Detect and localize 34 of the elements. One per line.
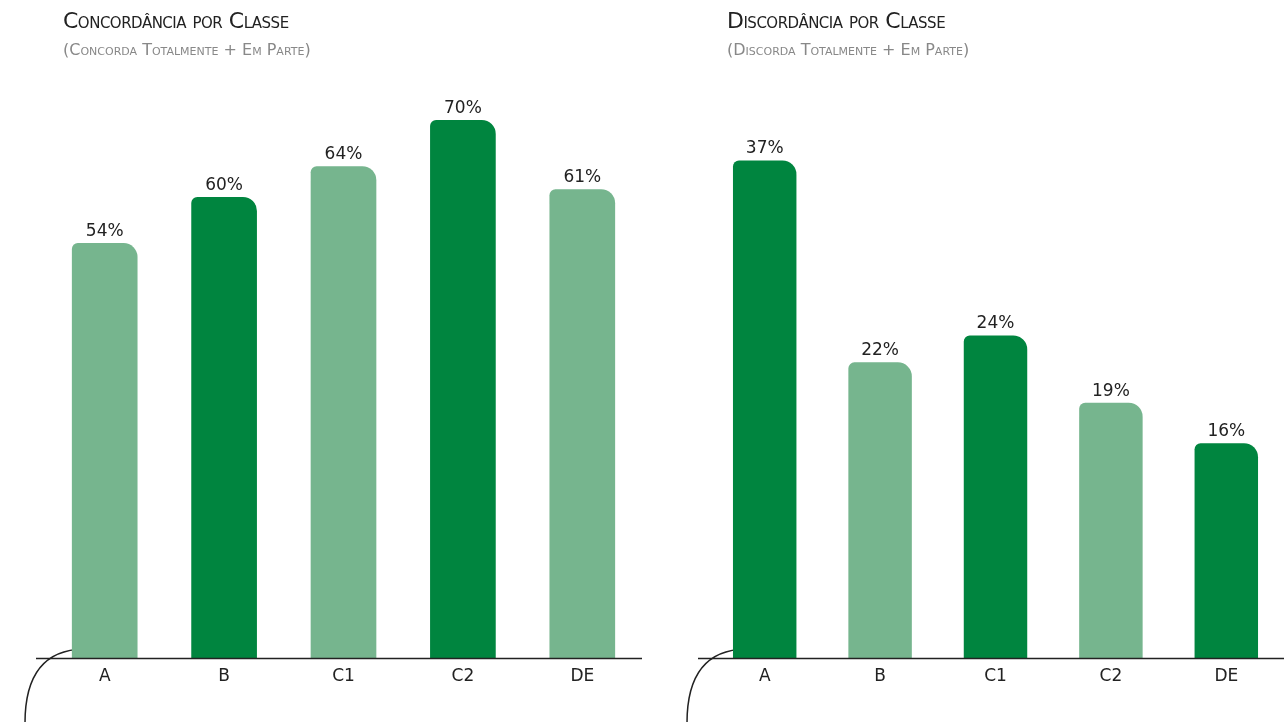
x-tick-label: DE: [1214, 665, 1239, 686]
chart-title: Discordância por Classe: [727, 8, 946, 33]
chart-subtitle: (Concorda Totalmente + Em Parte): [63, 40, 311, 59]
x-tick-label: DE: [570, 665, 595, 686]
bar: [963, 335, 1028, 659]
bar: [1194, 443, 1259, 659]
x-tick-label: B: [874, 665, 886, 686]
data-label: 64%: [324, 143, 363, 164]
x-tick-label: B: [218, 665, 230, 686]
x-tick-label: A: [98, 665, 111, 686]
data-label: 16%: [1207, 420, 1246, 441]
data-label: 61%: [563, 166, 602, 187]
x-tick-label: C1: [332, 665, 355, 686]
data-label: 22%: [861, 339, 899, 360]
bar: [848, 362, 912, 659]
data-label: 19%: [1092, 379, 1130, 400]
bar: [191, 196, 257, 659]
bar: [430, 120, 496, 659]
x-tick-label: C2: [1099, 665, 1123, 686]
data-label: 37%: [745, 137, 784, 158]
chart-subtitle: (Discorda Totalmente + Em Parte): [727, 40, 970, 59]
data-label: 70%: [444, 96, 482, 117]
x-tick-label: C2: [451, 665, 475, 686]
x-tick-label: C1: [984, 665, 1007, 686]
bar: [549, 189, 616, 659]
bar: [1079, 402, 1143, 659]
bar: [71, 243, 138, 659]
data-label: 54%: [85, 220, 124, 241]
chart-title: Concordância por Classe: [63, 8, 289, 33]
data-label: 24%: [976, 312, 1015, 333]
x-tick-label: A: [758, 665, 771, 686]
bar: [310, 166, 377, 659]
data-label: 60%: [205, 173, 243, 194]
bar: [732, 160, 797, 659]
